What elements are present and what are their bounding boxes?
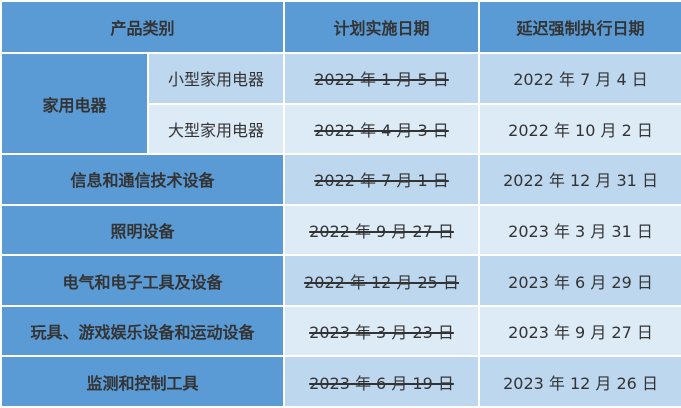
delayed-date: 2022 年 10 月 2 日 bbox=[478, 102, 681, 156]
planned-date: 2023 年 3 月 23 日 bbox=[283, 304, 481, 358]
planned-date: 2022 年 7 月 1 日 bbox=[283, 153, 481, 206]
delayed-date: 2022 年 12 月 31 日 bbox=[478, 153, 681, 206]
planned-date: 2023 年 6 月 19 日 bbox=[283, 355, 481, 408]
category: 监测和控制工具 bbox=[0, 355, 286, 408]
table-row: 监测和控制工具 2023 年 6 月 19 日 2023 年 12 月 26 日 bbox=[0, 355, 681, 408]
delayed-date: 2023 年 3 月 31 日 bbox=[478, 203, 681, 257]
category: 玩具、游戏娱乐设备和运动设备 bbox=[0, 304, 286, 358]
planned-date: 2022 年 4 月 3 日 bbox=[283, 102, 481, 156]
table-row: 照明设备 2022 年 9 月 27 日 2023 年 3 月 31 日 bbox=[0, 203, 681, 257]
header-delayed-date: 延迟强制执行日期 bbox=[478, 0, 681, 54]
header-planned-date: 计划实施日期 bbox=[283, 0, 481, 54]
delayed-date: 2023 年 9 月 27 日 bbox=[478, 304, 681, 358]
planned-date: 2022 年 12 月 25 日 bbox=[283, 254, 481, 307]
sub-category: 大型家用电器 bbox=[146, 102, 286, 156]
table-row: 信息和通信技术设备 2022 年 7 月 1 日 2022 年 12 月 31 … bbox=[0, 153, 681, 206]
header-category: 产品类别 bbox=[0, 0, 286, 54]
delayed-date: 2023 年 12 月 26 日 bbox=[478, 355, 681, 408]
delayed-date: 2023 年 6 月 29 日 bbox=[478, 254, 681, 307]
planned-date: 2022 年 9 月 27 日 bbox=[283, 203, 481, 257]
group-category: 家用电器 bbox=[0, 51, 149, 156]
category: 照明设备 bbox=[0, 203, 286, 257]
category: 信息和通信技术设备 bbox=[0, 153, 286, 206]
header-row: 产品类别 计划实施日期 延迟强制执行日期 bbox=[0, 0, 681, 54]
sub-category: 小型家用电器 bbox=[146, 52, 286, 105]
table-row: 家用电器 小型家用电器 2022 年 1 月 5 日 2022 年 7 月 4 … bbox=[0, 51, 681, 156]
planned-date: 2022 年 1 月 5 日 bbox=[283, 52, 481, 105]
category: 电气和电子工具及设备 bbox=[0, 254, 286, 307]
table-row: 大型家用电器 2022 年 4 月 3 日 2022 年 10 月 2 日 bbox=[1, 102, 681, 156]
delayed-date: 2022 年 7 月 4 日 bbox=[478, 52, 681, 105]
table-row: 电气和电子工具及设备 2022 年 12 月 25 日 2023 年 6 月 2… bbox=[0, 254, 681, 307]
table-row: 玩具、游戏娱乐设备和运动设备 2023 年 3 月 23 日 2023 年 9 … bbox=[0, 304, 681, 358]
